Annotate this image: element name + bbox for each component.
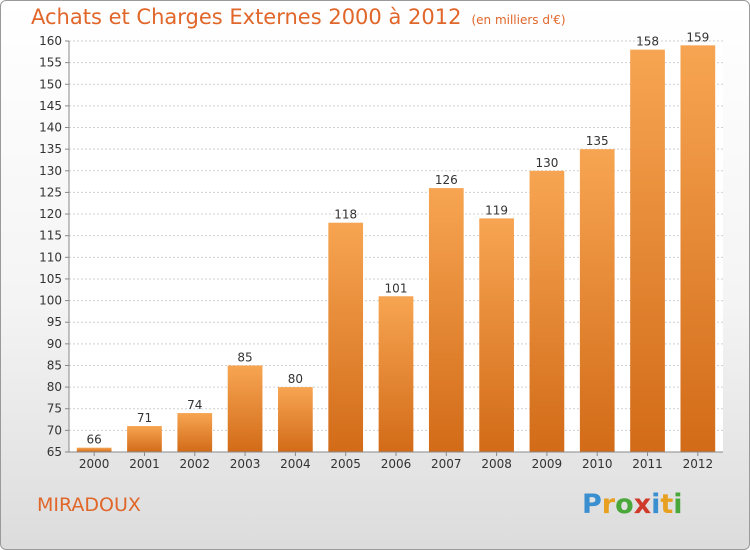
logo-letter: x [633, 489, 652, 520]
y-tick-label: 80 [47, 380, 62, 394]
logo-letter: i [651, 489, 661, 520]
value-label-2001: 71 [137, 411, 152, 425]
bar-2012 [680, 45, 716, 452]
y-tick-label: 145 [39, 99, 62, 113]
y-tick-label: 90 [47, 337, 62, 351]
bar-2009 [529, 170, 565, 452]
x-tick-label-2005: 2005 [330, 457, 361, 471]
x-tick-label-2002: 2002 [179, 457, 210, 471]
logo-letter: r [601, 489, 616, 520]
chart-subtitle: (en milliers d'€) [471, 13, 566, 27]
bar-2010 [579, 149, 615, 452]
y-tick-label: 140 [39, 121, 62, 135]
x-tick-label-2008: 2008 [481, 457, 512, 471]
x-tick-label-2010: 2010 [582, 457, 613, 471]
value-label-2011: 158 [636, 35, 659, 49]
x-tick-label-2003: 2003 [230, 457, 261, 471]
logo-letter: t [660, 489, 674, 520]
y-tick-label: 65 [47, 445, 62, 459]
bar-2011 [630, 49, 665, 453]
y-tick-label: 110 [39, 250, 62, 264]
y-tick-label: 150 [39, 77, 62, 91]
y-tick-label: 120 [39, 207, 62, 221]
x-tick-label-2006: 2006 [381, 457, 412, 471]
x-tick-label-2009: 2009 [532, 457, 563, 471]
y-tick-label: 125 [39, 185, 62, 199]
x-tick-label-2004: 2004 [280, 457, 311, 471]
value-label-2007: 126 [435, 173, 458, 187]
y-tick-label: 130 [39, 164, 62, 178]
y-tick-label: 115 [39, 229, 62, 243]
value-label-2004: 80 [288, 372, 303, 386]
y-tick-label: 155 [39, 56, 62, 70]
y-tick-label: 100 [39, 294, 62, 308]
value-label-2012: 159 [686, 30, 709, 44]
x-tick-label-2001: 2001 [129, 457, 160, 471]
logo-letter: P [582, 489, 602, 520]
y-tick-label: 105 [39, 272, 62, 286]
value-label-2010: 135 [586, 134, 609, 148]
logo-letter: o [615, 489, 634, 520]
value-labels: 66 71 74 85 80 118 101 126 119 130 135 158 159 [87, 30, 710, 446]
value-label-2002: 74 [187, 398, 202, 412]
bar-2006 [378, 296, 414, 452]
bar-2004 [278, 387, 313, 452]
bar-2000 [76, 447, 112, 452]
bar-2001 [127, 426, 162, 452]
y-tick-label: 70 [47, 423, 62, 437]
bar-2008 [479, 218, 514, 452]
value-label-2000: 66 [87, 433, 102, 447]
commune-name: MIRADOUX [37, 494, 141, 516]
value-label-2006: 101 [385, 281, 408, 295]
value-label-2009: 130 [535, 156, 558, 170]
y-tick-label: 85 [47, 358, 62, 372]
x-axis-ticks: 2000 2001 2002 2003 2004 2005 2006 2007 2008 2009… [79, 452, 713, 471]
x-tick-label-2007: 2007 [431, 457, 462, 471]
value-label-2005: 118 [334, 208, 357, 222]
chart-title: Achats et Charges Externes 2000 à 2012 [31, 5, 462, 29]
y-tick-label: 95 [47, 315, 62, 329]
y-tick-label: 160 [39, 34, 62, 48]
x-tick-label-2000: 2000 [79, 457, 110, 471]
bar-2005 [328, 222, 364, 452]
x-tick-label-2011: 2011 [632, 457, 663, 471]
bar-2003 [227, 365, 263, 452]
value-label-2008: 119 [485, 203, 508, 217]
y-tick-label: 75 [47, 402, 62, 416]
value-label-2003: 85 [237, 350, 252, 364]
y-tick-label: 135 [39, 142, 62, 156]
bar-2002 [177, 413, 213, 452]
bar-2007 [428, 188, 464, 453]
logo-letter: i [673, 489, 683, 520]
y-axis-ticks: 65 70 75 80 85 90 95 100 105 110 115 120 125 130 135 14… [39, 34, 69, 459]
proxiti-logo: Proxiti [582, 489, 683, 520]
bars [76, 45, 716, 453]
title-line: Achats et Charges Externes 2000 à 2012 (e… [31, 5, 566, 29]
x-tick-label-2012: 2012 [683, 457, 714, 471]
